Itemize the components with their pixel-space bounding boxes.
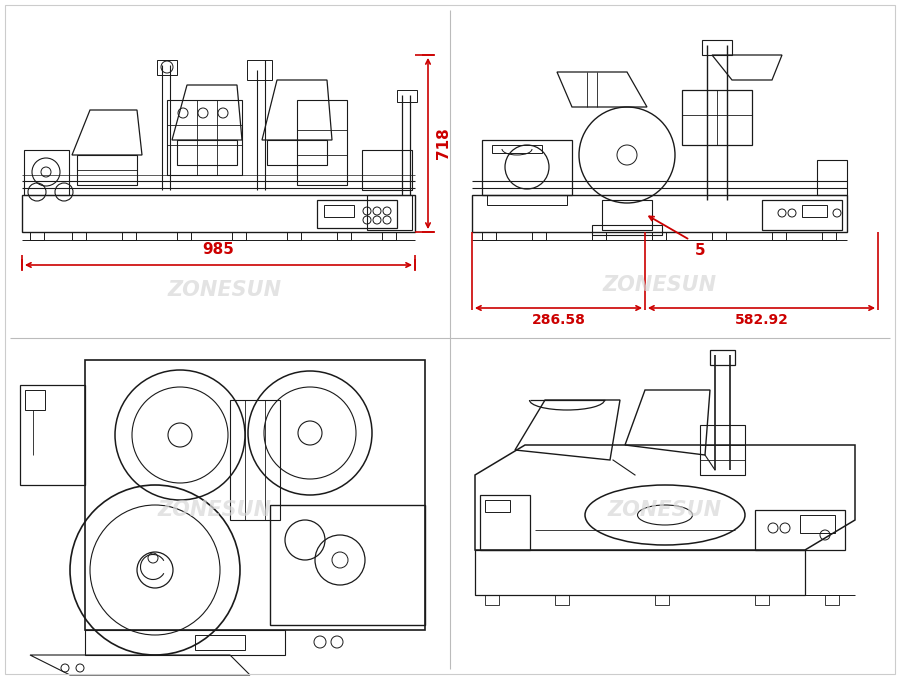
Text: ZONESUN: ZONESUN: [603, 275, 717, 295]
Bar: [367, 195, 412, 230]
Bar: [85, 630, 285, 655]
Bar: [195, 635, 245, 650]
Bar: [247, 60, 272, 80]
Text: ZONESUN: ZONESUN: [608, 500, 722, 520]
Bar: [762, 200, 842, 230]
Bar: [592, 225, 662, 235]
Bar: [20, 385, 85, 485]
Bar: [755, 510, 845, 550]
Bar: [772, 232, 786, 240]
Bar: [652, 232, 666, 240]
Bar: [817, 160, 847, 195]
Bar: [317, 200, 397, 228]
Bar: [30, 232, 44, 240]
Bar: [482, 232, 496, 240]
Bar: [230, 400, 280, 520]
Bar: [700, 425, 745, 475]
Bar: [72, 232, 86, 240]
Text: 286.58: 286.58: [532, 313, 585, 327]
Bar: [800, 515, 835, 533]
Text: ZONESUN: ZONESUN: [168, 280, 282, 300]
Bar: [324, 205, 354, 217]
Bar: [655, 595, 669, 605]
Bar: [270, 505, 425, 625]
Bar: [712, 232, 726, 240]
Bar: [822, 232, 836, 240]
Bar: [232, 232, 246, 240]
Bar: [157, 60, 177, 75]
Bar: [710, 350, 735, 365]
Text: 5: 5: [695, 243, 706, 258]
Bar: [825, 595, 839, 605]
Bar: [802, 205, 827, 217]
Bar: [177, 232, 191, 240]
Bar: [297, 100, 347, 185]
Bar: [492, 145, 542, 153]
Bar: [682, 90, 752, 145]
Bar: [397, 90, 417, 102]
Text: 985: 985: [202, 242, 234, 257]
Bar: [122, 232, 136, 240]
Bar: [287, 232, 301, 240]
Bar: [475, 550, 805, 595]
Bar: [25, 390, 45, 410]
Bar: [167, 100, 242, 175]
Bar: [77, 155, 137, 185]
Bar: [22, 195, 415, 232]
Bar: [555, 595, 569, 605]
Text: ZONESUN: ZONESUN: [158, 500, 272, 520]
Bar: [382, 232, 396, 240]
Bar: [592, 232, 606, 240]
Bar: [702, 40, 732, 55]
Bar: [485, 595, 499, 605]
Bar: [487, 195, 567, 205]
Bar: [485, 500, 510, 512]
Bar: [532, 232, 546, 240]
Bar: [472, 195, 847, 232]
Bar: [480, 495, 530, 550]
Text: 718: 718: [436, 128, 451, 160]
Bar: [337, 232, 351, 240]
Bar: [482, 140, 572, 195]
Bar: [755, 595, 769, 605]
Bar: [602, 200, 652, 230]
Bar: [85, 360, 425, 630]
Bar: [362, 150, 412, 190]
Bar: [24, 150, 69, 195]
Bar: [267, 140, 327, 165]
Bar: [177, 140, 237, 165]
Text: 582.92: 582.92: [734, 313, 788, 327]
